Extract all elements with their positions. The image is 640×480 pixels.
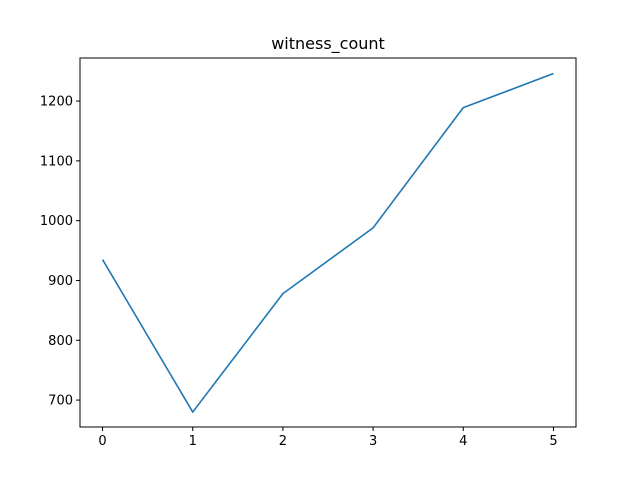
y-tick-label: 1100 <box>40 154 73 169</box>
chart-title: witness_count <box>271 34 385 54</box>
x-tick-label: 5 <box>549 434 557 449</box>
x-axis: 0 1 2 3 4 5 <box>98 427 558 449</box>
y-tick-label: 1200 <box>40 95 73 110</box>
x-tick-label: 4 <box>459 434 467 449</box>
y-tick-label: 700 <box>48 394 73 409</box>
x-tick-label: 0 <box>98 434 106 449</box>
x-tick-label: 1 <box>189 434 197 449</box>
x-tick-label: 2 <box>279 434 287 449</box>
y-tick-label: 800 <box>48 334 73 349</box>
series-line <box>101 72 554 413</box>
y-axis: 700 800 900 1000 1100 1200 <box>40 95 80 409</box>
plot-series <box>101 72 554 413</box>
x-tick-label: 3 <box>369 434 377 449</box>
plot-frame <box>79 57 577 428</box>
y-tick-label: 900 <box>48 274 73 289</box>
y-tick-label: 1000 <box>40 214 73 229</box>
